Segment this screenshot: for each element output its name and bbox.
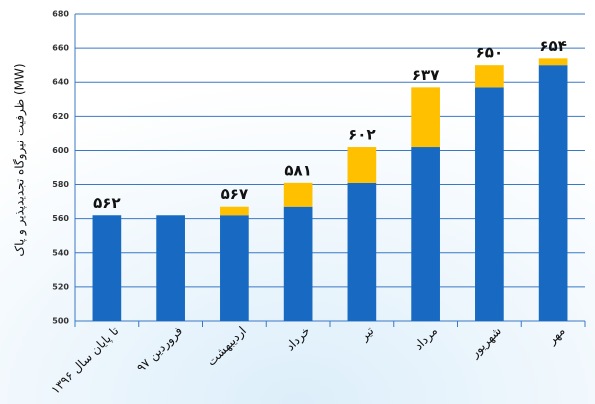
bar-segment [92, 215, 122, 321]
bar-segment [411, 147, 440, 321]
y-tick-label: 620 [52, 112, 69, 121]
y-tick-label: 580 [52, 180, 69, 189]
bar-segment [347, 147, 377, 183]
bar-segment [283, 206, 313, 321]
y-tick-label: 680 [52, 10, 69, 19]
y-tick-label: 660 [52, 44, 69, 53]
bar-segment [475, 87, 504, 321]
y-tick-label: 560 [52, 214, 69, 223]
bar-segment [220, 206, 249, 216]
y-tick-label: 520 [52, 282, 69, 291]
bar-segment [538, 58, 568, 66]
total-label: ۶۵۴ [539, 37, 566, 55]
total-label: ۶۰۲ [348, 126, 375, 144]
total-label: ۶۳۷ [412, 66, 439, 84]
bar-segment [475, 65, 504, 88]
total-label: ۵۸۱ [284, 161, 311, 179]
y-tick-label: 540 [52, 248, 69, 257]
bar-segment [220, 215, 249, 321]
y-axis-label: ظرفیت نیروگاه تجدیدپذیر و پاک (MW) [13, 63, 28, 256]
y-tick-label: 600 [52, 146, 69, 155]
bar-segment [156, 215, 185, 321]
y-tick-label: 500 [52, 317, 69, 326]
bar-segment [538, 65, 568, 322]
bar-segment [283, 182, 313, 207]
y-tick-label: 640 [52, 78, 69, 87]
bar-segment [347, 182, 377, 321]
total-label: ۵۶۲ [93, 194, 120, 212]
total-label: ۵۶۷ [221, 185, 248, 203]
total-label: ۶۵۰ [476, 44, 503, 62]
bar-segment [411, 87, 440, 148]
